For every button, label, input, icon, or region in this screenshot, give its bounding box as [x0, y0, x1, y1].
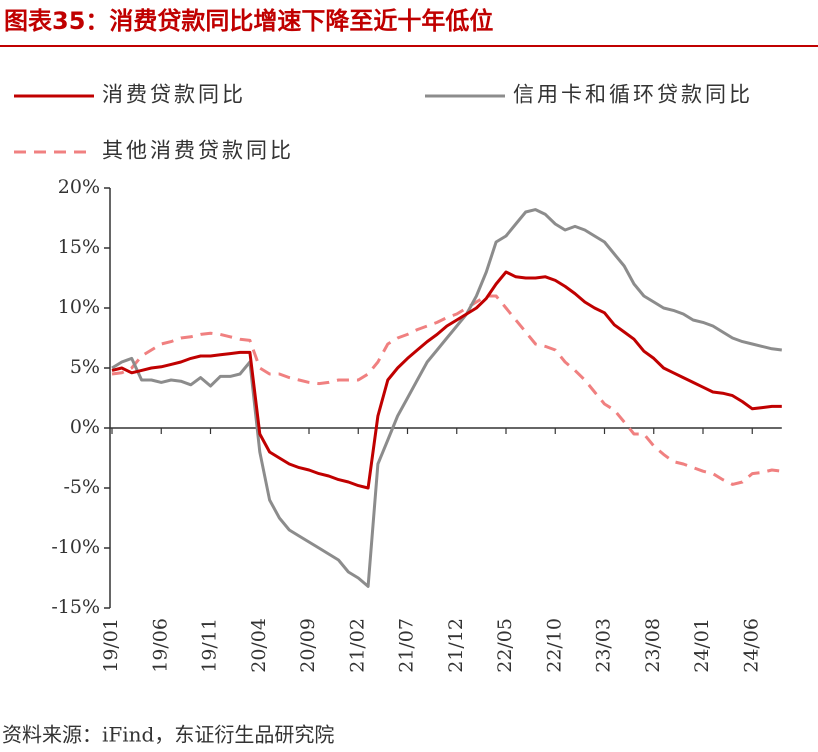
y-tick-label: 15%: [58, 236, 100, 258]
legend-label: 消费贷款同比: [102, 83, 246, 107]
x-tick-label: 24/01: [691, 618, 713, 673]
x-tick-label: 23/08: [642, 618, 664, 673]
chart-title: 图表35：消费贷款同比增速下降至近十年低位: [4, 7, 493, 35]
y-tick-label: -15%: [51, 596, 100, 618]
x-tick-label: 22/05: [494, 618, 516, 673]
y-tick-label: -5%: [63, 476, 100, 498]
x-tick-label: 19/06: [149, 618, 171, 673]
x-tick-label: 23/03: [593, 618, 615, 673]
x-tick-label: 24/06: [740, 618, 762, 673]
legend-label: 信用卡和循环贷款同比: [513, 83, 753, 107]
x-tick-label: 19/11: [199, 618, 221, 673]
x-tick-label: 20/09: [297, 618, 319, 673]
x-tick-label: 19/01: [100, 618, 122, 673]
y-tick-label: 10%: [58, 296, 100, 318]
x-tick-label: 21/07: [396, 618, 418, 673]
series-line: [111, 294, 782, 486]
x-tick-label: 21/02: [346, 618, 368, 673]
series-line: [111, 270, 782, 490]
series-line: [111, 208, 782, 588]
y-tick-label: 20%: [58, 176, 100, 198]
y-tick-label: -10%: [51, 536, 100, 558]
legend-label: 其他消费贷款同比: [102, 139, 294, 163]
y-tick-label: 5%: [70, 356, 100, 378]
source: 资料来源：iFind，东证衍生品研究院: [2, 723, 334, 747]
x-tick-label: 20/04: [248, 618, 270, 673]
x-tick-label: 21/12: [445, 618, 467, 673]
y-tick-label: 0%: [70, 416, 100, 438]
x-tick-label: 22/10: [543, 618, 565, 673]
